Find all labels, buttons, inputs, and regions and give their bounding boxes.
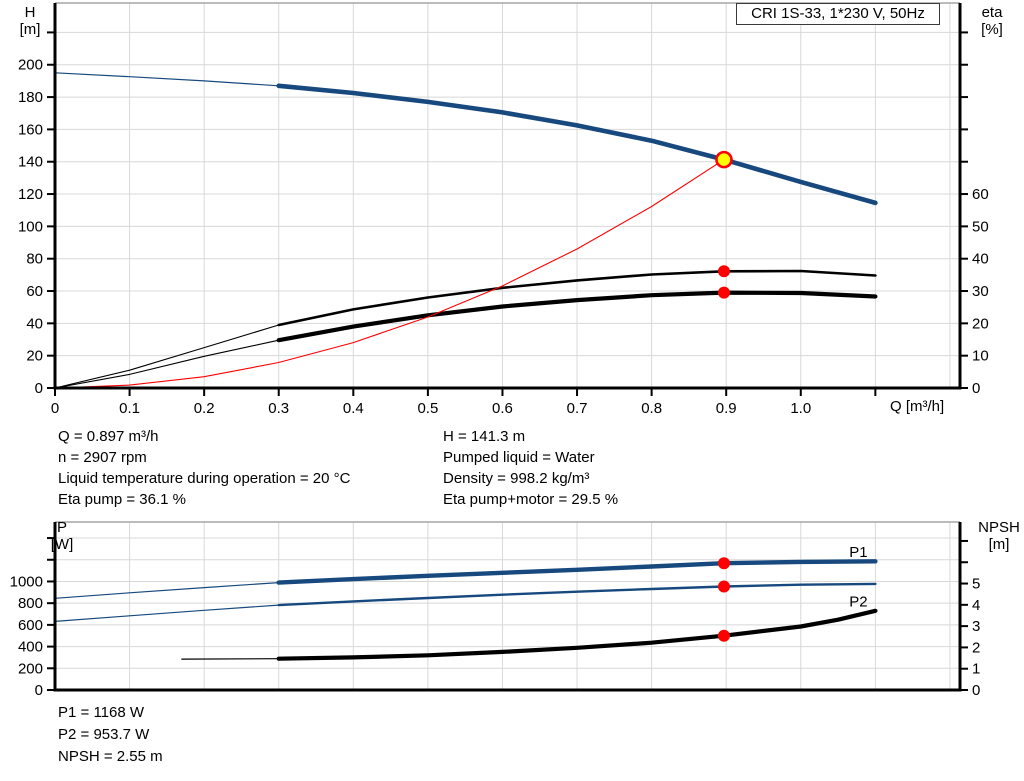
x-tick-label: 0.6: [492, 400, 513, 417]
eta-axis-label: eta [%]: [981, 4, 1003, 38]
right-tick-label: 50: [972, 218, 989, 235]
duty-npsh: NPSH = 2.55 m: [58, 748, 163, 765]
x-tick-label: 0: [51, 400, 59, 417]
left-tick-label: 120: [18, 186, 43, 203]
npsh-axis-label: NPSH [m]: [978, 519, 1020, 553]
eta-pump-curve-extension: [54, 324, 280, 389]
npsh-point: [717, 629, 730, 642]
right-tick-label: 4: [972, 597, 980, 614]
x-tick-label: 0.1: [119, 400, 140, 417]
h-axis-label: H [m]: [19, 4, 41, 38]
left-tick-label: 40: [26, 315, 43, 332]
p1-point: [717, 557, 730, 570]
x-tick-label: 0.9: [716, 400, 737, 417]
duty-flow: Q = 0.897 m³/h: [58, 428, 159, 445]
eta-pump-motor-curve: [276, 290, 878, 343]
pump-title-box: CRI 1S-33, 1*230 V, 50Hz: [736, 3, 940, 25]
x-tick-label: 0.7: [567, 400, 588, 417]
power-info: P1 = 1168 W P2 = 953.7 W NPSH = 2.55 m: [58, 702, 163, 768]
npsh-curve: [276, 608, 878, 661]
p2-curve-extension: [54, 604, 280, 622]
right-tick-label: 1: [972, 661, 980, 678]
p1-curve: [276, 559, 878, 585]
left-tick-label: 20: [26, 348, 43, 365]
right-tick-label: 20: [972, 315, 989, 332]
left-tick-label: 1000: [10, 573, 43, 590]
left-tick-label: 60: [26, 283, 43, 300]
duty-pumped-liquid: Pumped liquid = Water: [443, 449, 595, 466]
x-tick-label: 0.4: [343, 400, 364, 417]
right-tick-label: 5: [972, 576, 980, 593]
right-tick-label: 60: [972, 186, 989, 203]
right-tick-label: 40: [972, 251, 989, 268]
left-tick-label: 160: [18, 121, 43, 138]
right-tick-label: 3: [972, 618, 980, 635]
duty-info-left: Q = 0.897 m³/h n = 2907 rpm Liquid tempe…: [58, 426, 350, 510]
duty-head: H = 141.3 m: [443, 428, 526, 445]
left-tick-label: 600: [18, 617, 43, 634]
x-tick-label: 0.5: [417, 400, 438, 417]
eta-pump-curve: [277, 269, 877, 327]
left-tick-label: 0: [35, 682, 43, 699]
head-curve: [276, 83, 878, 206]
p2-point: [717, 580, 730, 593]
p1-curve-label: P1: [849, 544, 867, 561]
duty-point[interactable]: [715, 150, 733, 169]
duty-p2: P2 = 953.7 W: [58, 726, 150, 743]
duty-liquid-temperature: Liquid temperature during operation = 20…: [58, 470, 351, 487]
right-tick-label: 10: [972, 348, 989, 365]
right-tick-label: 2: [972, 639, 980, 656]
x-tick-label: 1.0: [790, 400, 811, 417]
right-tick-label: 0: [972, 380, 980, 397]
right-tick-label: 0: [972, 682, 980, 699]
p1-curve-extension: [54, 582, 280, 599]
duty-density: Density = 998.2 kg/m³: [443, 470, 590, 487]
left-tick-label: 0: [35, 380, 43, 397]
left-tick-label: 400: [18, 639, 43, 656]
duty-info-right: H = 141.3 m Pumped liquid = Water Densit…: [443, 426, 618, 510]
p2-curve: [277, 582, 877, 607]
head-curve-extension: [54, 72, 280, 87]
left-tick-label: 100: [18, 218, 43, 235]
eta-pump-point: [717, 265, 730, 278]
system-curve: [54, 159, 725, 389]
p-axis-label: P [W]: [50, 519, 74, 553]
duty-eta-pump-motor: Eta pump+motor = 29.5 %: [443, 491, 619, 508]
left-tick-label: 800: [18, 595, 43, 612]
x-tick-label: 0.8: [641, 400, 662, 417]
duty-p1: P1 = 1168 W: [58, 704, 145, 721]
left-tick-label: 80: [26, 251, 43, 268]
p2-curve-label: P2: [849, 593, 867, 610]
duty-speed: n = 2907 rpm: [58, 449, 147, 466]
left-tick-label: 200: [18, 57, 43, 74]
left-tick-label: 140: [18, 154, 43, 171]
x-tick-label: 0.3: [268, 400, 289, 417]
duty-eta-pump: Eta pump = 36.1 %: [58, 491, 186, 508]
left-tick-label: 180: [18, 89, 43, 106]
x-tick-label: 0.2: [194, 400, 215, 417]
q-axis-label: Q [m³/h]: [890, 398, 945, 415]
eta-pump-motor-point: [717, 286, 730, 299]
left-tick-label: 200: [18, 660, 43, 677]
eta-pump-motor-curve-extension: [54, 339, 280, 389]
right-tick-label: 30: [972, 283, 989, 300]
